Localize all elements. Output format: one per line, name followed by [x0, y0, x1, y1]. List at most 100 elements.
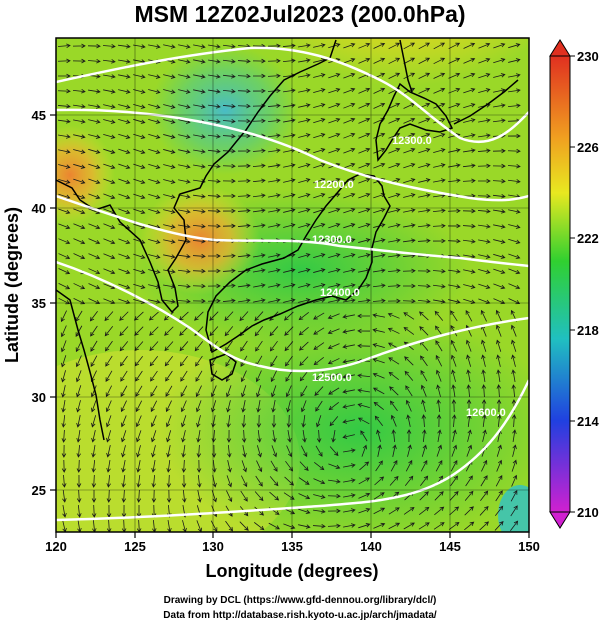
streamline-arrow [61, 429, 67, 443]
streamline-arrow [255, 340, 263, 352]
streamline-arrow [478, 88, 491, 94]
streamline-arrow [103, 104, 116, 109]
streamline-arrow [478, 224, 491, 229]
streamline-arrow [511, 474, 518, 487]
streamline-arrow [237, 193, 251, 199]
streamline-arrow [148, 239, 161, 244]
streamline-arrow [357, 313, 371, 319]
x-tick-label: 120 [45, 539, 67, 554]
streamline-arrow [149, 326, 159, 336]
streamline-arrow [403, 117, 416, 124]
streamline-arrow [178, 59, 191, 64]
streamline-arrow [120, 355, 128, 367]
streamline-arrow [226, 400, 231, 413]
streamline-arrow [163, 149, 176, 154]
streamline-arrow [402, 298, 416, 304]
streamline-arrow [388, 238, 401, 243]
streamline-arrow [163, 164, 176, 169]
streamline-arrow [298, 268, 311, 273]
y-tick-label: 45 [32, 108, 46, 123]
streamline-arrow [496, 384, 502, 398]
streamline-arrow [463, 42, 476, 49]
streamline-arrow [388, 57, 401, 65]
streamline-arrow [76, 474, 82, 488]
streamline-arrow [328, 283, 341, 288]
streamline-arrow [388, 117, 401, 124]
streamline-arrow [196, 459, 202, 473]
colorbar-tick-label: 226 [577, 140, 599, 155]
streamline-arrow [193, 104, 206, 109]
streamline-arrow [254, 311, 264, 322]
streamline-arrow [197, 474, 202, 488]
streamline-arrow [358, 57, 371, 64]
streamline-arrow [420, 355, 428, 367]
streamline-arrow [222, 133, 236, 139]
streamline-arrow [298, 43, 311, 48]
streamline-arrow [358, 223, 371, 229]
streamline-arrow [404, 370, 414, 381]
streamline-arrow [466, 354, 472, 367]
streamline-arrow [118, 253, 131, 260]
streamline-arrow [103, 133, 116, 139]
streamline-arrow [164, 326, 174, 336]
y-tick-label: 40 [32, 201, 46, 216]
streamline-arrow [57, 43, 71, 49]
streamline-arrow [343, 478, 356, 483]
streamline-arrow [267, 103, 281, 109]
streamline-arrow [508, 73, 521, 78]
streamline-arrow [88, 89, 101, 94]
streamline-arrow [477, 193, 491, 199]
streamline-arrow [118, 268, 131, 275]
streamline-arrow [331, 430, 336, 443]
streamline-arrow [287, 430, 292, 443]
streamline-arrow [253, 223, 266, 228]
streamline-arrow [390, 460, 398, 472]
streamline-arrow [195, 400, 202, 413]
streamline-arrow [313, 193, 326, 199]
streamline-arrow [508, 298, 521, 305]
streamline-arrow [135, 385, 143, 397]
streamline-arrow [465, 475, 473, 487]
streamline-arrow [403, 42, 416, 50]
streamline-arrow [73, 283, 86, 290]
streamline-arrow [493, 298, 506, 305]
streamline-arrow [510, 324, 517, 337]
streamline-arrow [252, 148, 266, 154]
streamline-arrow [253, 268, 266, 273]
streamline-arrow [178, 149, 191, 154]
y-axis: 25 30 35 40 45 Latitude (degrees) [2, 108, 56, 498]
streamline-arrow [358, 523, 371, 529]
streamline-arrow [222, 44, 236, 49]
streamline-arrow [313, 478, 326, 485]
streamline-arrow [163, 194, 176, 199]
streamline-arrow [492, 178, 506, 184]
streamline-arrow [358, 117, 371, 124]
streamline-arrow [252, 118, 266, 124]
streamline-arrow [61, 459, 67, 473]
streamline-arrow [104, 326, 114, 337]
streamline-arrow [478, 254, 491, 259]
streamline-arrow [357, 388, 370, 393]
streamline-arrow [241, 414, 247, 428]
streamline-arrow [357, 403, 370, 408]
streamline-arrow [328, 268, 341, 273]
streamline-arrow [163, 134, 176, 139]
streamline-arrow [178, 104, 191, 109]
streamline-arrow [463, 57, 476, 64]
streamline-arrow [406, 429, 412, 443]
streamline-arrow [227, 444, 232, 458]
streamline-arrow [328, 402, 339, 411]
streamline-arrow [375, 460, 383, 472]
streamline-arrow [178, 209, 191, 214]
streamline-arrow [313, 118, 326, 124]
streamline-arrow [237, 73, 251, 79]
streamline-arrow [119, 341, 129, 352]
streamline-arrow [372, 358, 385, 364]
streamline-arrow [298, 326, 309, 336]
streamline-arrow [118, 44, 131, 49]
streamline-arrow [72, 58, 86, 64]
streamline-arrow [104, 311, 114, 322]
colorbar-gradient [549, 55, 571, 513]
streamline-arrow [134, 356, 143, 367]
streamline-arrow [313, 163, 326, 169]
